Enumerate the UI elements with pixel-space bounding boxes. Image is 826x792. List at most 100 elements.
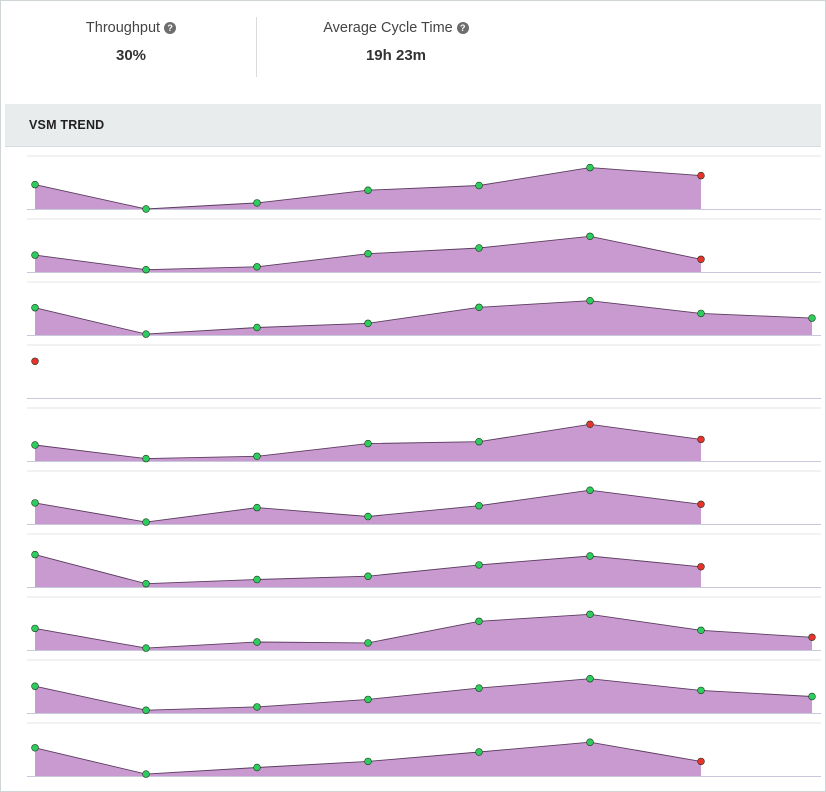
data-point-ok[interactable] [586,163,594,172]
data-point-ok[interactable] [586,232,594,241]
data-point-bad[interactable] [697,563,705,571]
panel-title: VSM TREND [29,118,105,132]
cycle-time-label: Average Cycle Time [323,20,453,36]
data-point-ok[interactable] [808,314,816,322]
data-point-ok[interactable] [364,439,372,448]
trend-chart [27,155,821,778]
metrics-divider [256,17,257,77]
data-point-ok[interactable] [31,499,39,507]
trend-row [27,407,821,463]
data-point-ok[interactable] [475,617,483,625]
cycle-time-value: 19h 23m [365,47,427,64]
trend-row [27,722,821,778]
data-point-ok[interactable] [253,323,261,332]
trend-area [35,554,701,587]
data-point-ok[interactable] [31,550,39,559]
data-point-ok[interactable] [142,265,150,274]
trend-row [27,281,821,338]
data-point-ok[interactable] [364,319,372,328]
throughput-metric: Throughput ? 30% [31,19,231,64]
data-point-ok[interactable] [586,610,594,618]
data-point-ok[interactable] [364,639,372,647]
data-point-ok[interactable] [475,748,483,756]
data-point-ok[interactable] [142,770,150,778]
cycle-time-metric: Average Cycle Time ? 19h 23m [281,19,511,64]
data-point-ok[interactable] [31,251,39,259]
data-point-ok[interactable] [253,199,261,207]
data-point-bad[interactable] [31,357,39,366]
data-point-ok[interactable] [697,309,705,318]
data-point-ok[interactable] [253,452,261,460]
data-point-ok[interactable] [475,303,483,312]
data-point-ok[interactable] [253,263,261,271]
trend-area [35,678,812,713]
data-point-ok[interactable] [142,454,150,463]
data-point-bad[interactable] [697,171,705,180]
data-point-ok[interactable] [253,503,261,512]
data-point-ok[interactable] [475,502,483,510]
data-point-ok[interactable] [31,624,39,633]
data-point-ok[interactable] [475,244,483,252]
data-point-ok[interactable] [142,706,150,714]
data-point-bad[interactable] [697,435,705,444]
data-point-bad[interactable] [697,500,705,508]
data-point-ok[interactable] [808,692,816,701]
throughput-label-row: Throughput ? [85,20,177,36]
vsm-trend-panel: VSM TREND [5,104,821,788]
data-point-ok[interactable] [364,186,372,194]
data-point-ok[interactable] [586,297,594,305]
cycle-time-label-row: Average Cycle Time ? [323,20,469,36]
data-point-ok[interactable] [142,644,150,652]
data-point-ok[interactable] [475,438,483,446]
data-point-ok[interactable] [475,561,483,569]
data-point-ok[interactable] [697,686,705,695]
data-point-ok[interactable] [31,744,39,752]
data-point-ok[interactable] [586,738,594,746]
trend-area [35,300,812,335]
data-point-ok[interactable] [586,674,594,683]
trend-line [34,300,813,335]
data-point-ok[interactable] [142,330,150,338]
trend-area [35,742,701,776]
data-point-ok[interactable] [142,518,150,526]
data-point-ok[interactable] [31,441,39,449]
data-point-ok[interactable] [142,580,150,588]
trend-row [27,155,821,213]
question-circle-icon[interactable]: ? [164,22,177,34]
data-point-bad[interactable] [697,757,705,766]
data-point-ok[interactable] [253,763,261,772]
data-point-ok[interactable] [142,205,150,213]
data-point-ok[interactable] [31,682,39,690]
trend-row [27,344,821,399]
data-point-ok[interactable] [475,181,483,190]
throughput-label: Throughput [85,20,161,36]
data-point-ok[interactable] [31,180,39,189]
data-point-ok[interactable] [475,684,483,692]
metrics-bar: Throughput ? 30% Average Cycle Time ? 19… [1,1,825,91]
trend-row [27,533,821,588]
trend-line [34,613,813,649]
data-point-bad[interactable] [586,420,594,428]
data-point-bad[interactable] [697,255,705,264]
data-point-ok[interactable] [31,304,39,312]
trend-row [27,218,821,274]
data-point-ok[interactable] [364,757,372,766]
data-point-ok[interactable] [586,552,594,560]
data-point-ok[interactable] [586,486,594,494]
trend-row [27,596,821,652]
data-point-bad[interactable] [808,633,816,641]
data-point-ok[interactable] [253,638,261,646]
data-point-ok[interactable] [364,695,372,704]
data-point-ok[interactable] [697,626,705,634]
trend-row [27,659,821,714]
question-circle-icon[interactable]: ? [456,22,469,34]
data-point-ok[interactable] [364,572,372,580]
trend-area [35,167,701,209]
data-point-ok[interactable] [253,575,261,584]
panel-header: VSM TREND [5,104,821,147]
data-point-ok[interactable] [253,703,261,711]
data-point-ok[interactable] [364,512,372,521]
data-point-ok[interactable] [364,249,372,258]
trend-area [35,424,701,461]
trend-area [35,490,701,524]
